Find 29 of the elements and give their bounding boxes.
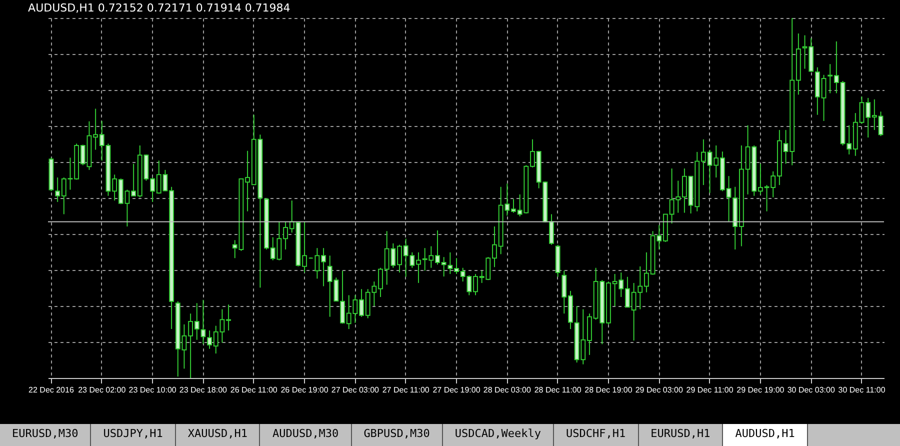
text: AUDUSD,M30 — [260, 424, 352, 446]
x-tick-label: 23 Dec 18:00 — [179, 386, 228, 394]
x-tick-label: 29 Dec 11:00 — [686, 386, 734, 394]
x-tick-label: 28 Dec 19:00 — [584, 386, 633, 394]
candlestick — [200, 299, 206, 345]
text: EURUSD,H1 — [638, 424, 724, 446]
text: USDCHF,H1 — [554, 424, 639, 446]
x-tick-label: 23 Dec 02:00 — [78, 386, 126, 394]
text: XAUUSD,H1 — [176, 424, 260, 446]
x-tick-label: 29 Dec 03:00 — [635, 386, 684, 394]
x-tick-label: 28 Dec 03:00 — [483, 386, 532, 394]
x-tick-label: 22 Dec 2016 — [28, 386, 74, 394]
x-tick-label: 26 Dec 11:00 — [230, 386, 278, 394]
chart-title: AUDUSD,H1 0.72152 0.72171 0.71914 0.71984 — [28, 2, 290, 14]
x-tick-label: 29 Dec 19:00 — [736, 386, 785, 394]
x-tick-label: 30 Dec 11:00 — [838, 386, 886, 394]
x-tick-label: 27 Dec 03:00 — [331, 386, 380, 394]
text: GBPUSD,M30 — [352, 424, 443, 446]
text: AUDUSD,H1 — [723, 424, 808, 446]
candlestick — [549, 214, 554, 246]
x-tick-label: 28 Dec 11:00 — [534, 386, 582, 394]
x-tick-label: 26 Dec 19:00 — [280, 386, 329, 394]
x-tick-label: 27 Dec 19:00 — [432, 386, 481, 394]
x-tick-label: 23 Dec 10:00 — [128, 386, 177, 394]
x-tick-label: 27 Dec 11:00 — [382, 386, 430, 394]
text: EURUSD,M30 — [0, 424, 92, 446]
x-tick-label: 30 Dec 03:00 — [787, 386, 836, 394]
text: USDCAD,Weekly — [442, 424, 554, 446]
text: USDJPY,H1 — [91, 424, 176, 446]
